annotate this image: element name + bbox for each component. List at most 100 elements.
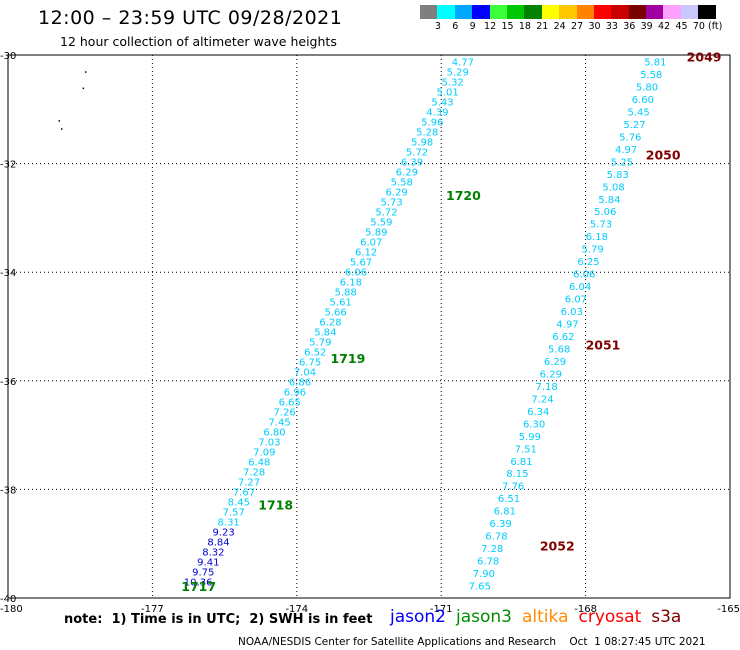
legend-label: 9	[469, 21, 476, 32]
wave-height-value: 4.97	[556, 320, 578, 331]
legend-label: 45	[675, 21, 688, 32]
wave-height-value: 6.78	[477, 557, 499, 568]
lon-tick-label: -180	[0, 604, 23, 615]
wave-height-value: 8.32	[202, 548, 224, 559]
wave-height-value: 5.66	[324, 308, 346, 319]
legend-color-bar	[420, 5, 716, 19]
wave-height-value: 6.39	[489, 519, 511, 530]
color-legend: 3 6 9 12 15 18 21 24 27 30 33 36 39 42 45 70 (ft)	[420, 5, 722, 33]
wave-height-value: 6.81	[510, 457, 532, 468]
wave-height-value: 6.78	[485, 532, 507, 543]
wave-height-value: 6.30	[523, 419, 545, 430]
legend-swatch	[559, 5, 577, 19]
wave-height-value: 6.29	[396, 168, 418, 179]
wave-height-value: 6.80	[263, 428, 285, 439]
wave-height-value: 7.04	[294, 368, 316, 379]
wave-height-value: 6.86	[289, 378, 311, 389]
legend-swatch	[628, 5, 647, 19]
pass-number-label: 1720	[446, 188, 481, 203]
pass-number-label: 2052	[540, 538, 575, 553]
wave-height-value: 6.62	[552, 332, 574, 343]
wave-height-value: 6.51	[498, 494, 520, 505]
wave-height-value: 5.88	[335, 288, 357, 299]
wave-height-value: 5.43	[431, 98, 453, 109]
legend-label: 70	[692, 21, 705, 32]
legend-swatch	[663, 5, 681, 19]
wave-height-value: 5.98	[411, 138, 433, 149]
legend-label: 30	[588, 21, 601, 32]
wave-height-value: 6.81	[494, 507, 516, 518]
lat-tick-label: -40	[0, 594, 16, 605]
lat-tick-label: -30	[0, 51, 16, 62]
wave-height-value: 6.29	[544, 357, 566, 368]
land-dot	[82, 87, 85, 90]
wave-height-value: 5.99	[519, 432, 541, 443]
wave-height-value: 5.59	[370, 218, 392, 229]
wave-height-value: 5.58	[640, 70, 662, 81]
lon-tick-label: -168	[574, 604, 597, 615]
legend-swatch	[541, 5, 560, 19]
legend-label: 18	[518, 21, 531, 32]
wave-height-value: 6.96	[284, 388, 306, 399]
legend-label: 39	[640, 21, 653, 32]
wave-height-value: 5.84	[314, 328, 336, 339]
wave-height-value: 5.72	[375, 208, 397, 219]
wave-height-value: 7.27	[238, 478, 260, 489]
lon-tick-label: -171	[430, 604, 453, 615]
wave-height-value: 5.28	[416, 128, 438, 139]
legend-swatch	[611, 5, 629, 19]
wave-height-value: 7.67	[233, 488, 255, 499]
wave-height-value: 5.89	[365, 228, 387, 239]
wave-height-value: 4.97	[615, 145, 637, 156]
wave-height-value: 6.04	[569, 282, 591, 293]
footer-note: note: 1) Time is in UTC; 2) SWH is in fe…	[64, 612, 373, 627]
wave-height-value: 7.26	[274, 408, 296, 419]
lat-tick-label: -32	[0, 160, 16, 171]
page-subtitle: 12 hour collection of altimeter wave hei…	[60, 34, 337, 49]
wave-height-value: 6.03	[561, 307, 583, 318]
wave-height-value: 5.73	[590, 220, 612, 231]
wave-height-value: 4.77	[452, 58, 474, 69]
legend-swatch	[576, 5, 594, 19]
wave-height-value: 5.76	[619, 132, 641, 143]
wave-height-value: 6.07	[360, 238, 382, 249]
land-dot	[85, 71, 87, 73]
wave-height-value: 5.08	[602, 182, 624, 193]
mission-jason2: jason2	[390, 607, 446, 627]
wave-height-value: 4.39	[426, 108, 448, 119]
wave-height-value: 5.01	[436, 88, 458, 99]
wave-height-value: 6.34	[527, 407, 549, 418]
wave-height-value: 6.12	[355, 248, 377, 259]
mission-jason3: jason3	[456, 607, 512, 627]
legend-unit: (ft)	[708, 21, 723, 32]
wave-height-value: 6.28	[319, 318, 341, 329]
wave-height-value: 5.25	[611, 157, 633, 168]
wave-height-value: 7.45	[268, 418, 290, 429]
wave-height-value: 8.84	[207, 538, 229, 549]
wave-height-value: 8.45	[228, 498, 250, 509]
wave-height-value: 9.75	[192, 568, 214, 579]
wave-height-value: 5.73	[380, 198, 402, 209]
wave-height-value: 7.76	[502, 482, 524, 493]
legend-label: 12	[484, 21, 497, 32]
legend-label: 27	[571, 21, 584, 32]
legend-label: 33	[605, 21, 618, 32]
mission-altika: altika	[522, 607, 569, 627]
wave-height-value: 8.15	[506, 469, 528, 480]
page-title: 12:00 – 23:59 UTC 09/28/2021	[38, 7, 343, 29]
wave-height-value: 6.18	[586, 232, 608, 243]
wave-height-value: 7.18	[536, 382, 558, 393]
wave-height-value: 6.75	[299, 358, 321, 369]
wave-height-value: 6.29	[540, 369, 562, 380]
wave-height-value: 5.67	[350, 258, 372, 269]
wave-height-value: 5.68	[548, 344, 570, 355]
lat-tick-label: -34	[0, 268, 16, 279]
wave-height-value: 6.39	[401, 158, 423, 169]
legend-label: 15	[501, 21, 514, 32]
wave-height-value: 6.52	[304, 348, 326, 359]
legend-swatch	[698, 5, 716, 19]
wave-height-value: 5.06	[594, 207, 616, 218]
wave-height-value: 5.58	[391, 178, 413, 189]
land-dot	[58, 120, 61, 122]
